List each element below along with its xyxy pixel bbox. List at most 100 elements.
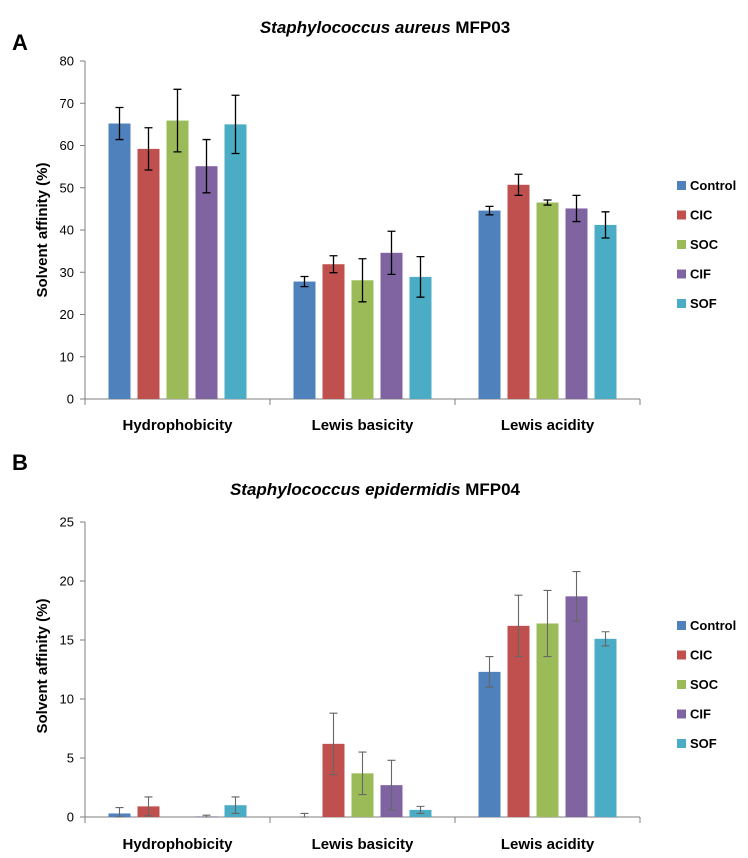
error-bar-a-sof-2 <box>416 255 425 298</box>
panel-b-category-label: Lewis basicity <box>312 836 414 853</box>
bar-b-cic-3 <box>507 625 530 817</box>
error-bar-a-soc-2 <box>358 258 367 303</box>
legend-swatch-a-cif <box>677 269 686 279</box>
legend-swatch-b-soc <box>677 680 686 689</box>
panel-a-y-tick-label: 20 <box>60 307 74 322</box>
error-bar-b-soc-2 <box>358 751 367 796</box>
legend-label-b-control: Control <box>690 618 736 633</box>
bar-a-cic-3 <box>507 184 530 399</box>
panel-b-label: B <box>12 450 28 475</box>
panel-b-category-label: Lewis acidity <box>501 836 595 853</box>
panel-a-y-tick-label: 0 <box>67 392 74 407</box>
error-bar-a-cif-2 <box>387 230 396 276</box>
bar-b-cic-2 <box>322 743 345 817</box>
error-bar-b-soc-3 <box>543 589 552 658</box>
error-bar-a-control-2 <box>300 275 309 288</box>
panel-b-error-bars <box>115 571 610 818</box>
legend-swatch-a-sof <box>677 299 686 308</box>
bar-a-cif-2 <box>380 252 403 399</box>
panel-b-category-labels: Hydrophobicity Lewis basicity Lewis acidit… <box>122 836 594 853</box>
panel-b-y-tick-label: 0 <box>67 810 74 825</box>
error-bar-a-cic-1 <box>144 127 153 171</box>
error-bar-a-cif-3 <box>572 194 581 223</box>
error-bar-b-control-3 <box>485 655 494 688</box>
panel-b-y-tick-label: 20 <box>60 574 74 589</box>
bar-a-sof-1 <box>224 124 247 399</box>
error-bar-b-cif-3 <box>572 571 581 622</box>
error-bar-a-cic-3 <box>514 173 523 197</box>
panel-a-y-axis-label: Solvent affinity (%) <box>34 162 51 297</box>
error-bar-a-soc-3 <box>543 199 552 206</box>
bar-b-soc-3 <box>536 623 559 817</box>
error-bar-b-cic-2 <box>329 712 338 776</box>
panel-b-y-ticks: 0 5 10 15 20 25 <box>60 515 85 825</box>
error-bar-b-cif-1 <box>202 814 211 818</box>
panel-a-x-ticks <box>84 399 641 405</box>
bar-a-control-3 <box>478 210 501 399</box>
error-bar-a-cic-2 <box>329 255 338 274</box>
panel-b: B Staphylococcus epidermidis MFP04 Solve… <box>12 450 736 853</box>
panel-a: A Staphylococcus aureus MFP03 Solvent af… <box>12 18 736 434</box>
error-bar-a-control-3 <box>485 205 494 216</box>
error-bar-b-sof-3 <box>601 631 610 647</box>
panel-b-category-label: Hydrophobicity <box>122 836 233 853</box>
bar-a-cic-1 <box>137 148 160 399</box>
panel-a-legend: Control CIC SOC CIF SOF <box>677 178 736 311</box>
bar-a-cif-1 <box>195 166 218 399</box>
error-bar-b-sof-1 <box>231 796 240 815</box>
bar-a-control-2 <box>293 281 316 399</box>
panel-b-title: Staphylococcus epidermidis MFP04 <box>230 480 521 499</box>
legend-label-a-control: Control <box>690 178 736 193</box>
bar-a-cic-2 <box>322 264 345 399</box>
legend-label-a-cic: CIC <box>690 208 713 223</box>
bar-a-control-1 <box>108 123 131 399</box>
error-bar-b-control-2 <box>300 812 309 818</box>
panel-a-category-labels: Hydrophobicity Lewis basicity Lewis acidit… <box>122 417 594 434</box>
panel-a-y-tick-label: 10 <box>60 349 74 364</box>
legend-label-a-soc: SOC <box>690 237 719 252</box>
legend-swatch-a-soc <box>677 240 686 249</box>
panel-b-y-tick-label: 5 <box>67 751 74 766</box>
legend-swatch-b-sof <box>677 739 686 748</box>
panel-b-y-tick-label: 10 <box>60 692 74 707</box>
panel-a-title: Staphylococcus aureus MFP03 <box>260 18 510 37</box>
legend-swatch-b-cif <box>677 709 686 719</box>
panel-a-label: A <box>12 30 28 55</box>
panel-a-category-label: Lewis basicity <box>312 417 414 434</box>
panel-a-y-tick-label: 30 <box>60 265 74 280</box>
legend-label-b-cif: CIF <box>690 707 711 722</box>
panel-b-y-axis-label: Solvent affinity (%) <box>34 598 51 733</box>
legend-swatch-a-cic <box>677 210 686 220</box>
panel-a-error-bars <box>115 88 610 303</box>
legend-label-b-soc: SOC <box>690 677 719 692</box>
legend-label-b-cic: CIC <box>690 648 713 663</box>
error-bar-b-cic-3 <box>514 594 523 658</box>
panel-a-bars <box>108 120 617 399</box>
error-bar-a-soc-1 <box>173 88 182 153</box>
panel-b-bars <box>108 596 617 817</box>
panel-a-y-tick-label: 80 <box>60 54 74 69</box>
panel-b-x-ticks <box>84 817 641 823</box>
panel-a-y-ticks: 0 10 20 30 40 50 60 70 80 <box>60 54 85 407</box>
bar-a-soc-3 <box>536 202 559 399</box>
error-bar-a-sof-3 <box>601 211 610 239</box>
panel-a-y-tick-label: 60 <box>60 138 74 153</box>
error-bar-b-control-1 <box>115 807 124 818</box>
bar-a-sof-3 <box>594 224 617 399</box>
panel-b-legend: Control CIC SOC CIF SOF <box>677 618 736 751</box>
bar-b-sof-3 <box>594 638 617 817</box>
panel-b-y-tick-label: 15 <box>60 633 74 648</box>
legend-swatch-b-cic <box>677 650 686 660</box>
panel-a-category-label: Hydrophobicity <box>122 417 233 434</box>
legend-swatch-a-control <box>677 181 686 190</box>
bar-a-cif-3 <box>565 208 588 399</box>
legend-swatch-b-control <box>677 621 686 630</box>
panel-b-y-tick-label: 25 <box>60 515 74 530</box>
error-bar-a-sof-1 <box>231 94 240 155</box>
panel-a-y-tick-label: 50 <box>60 180 74 195</box>
error-bar-a-control-1 <box>115 106 124 141</box>
bar-b-cif-3 <box>565 596 588 817</box>
panel-a-y-tick-label: 70 <box>60 96 74 111</box>
error-bar-b-cic-1 <box>144 796 153 817</box>
